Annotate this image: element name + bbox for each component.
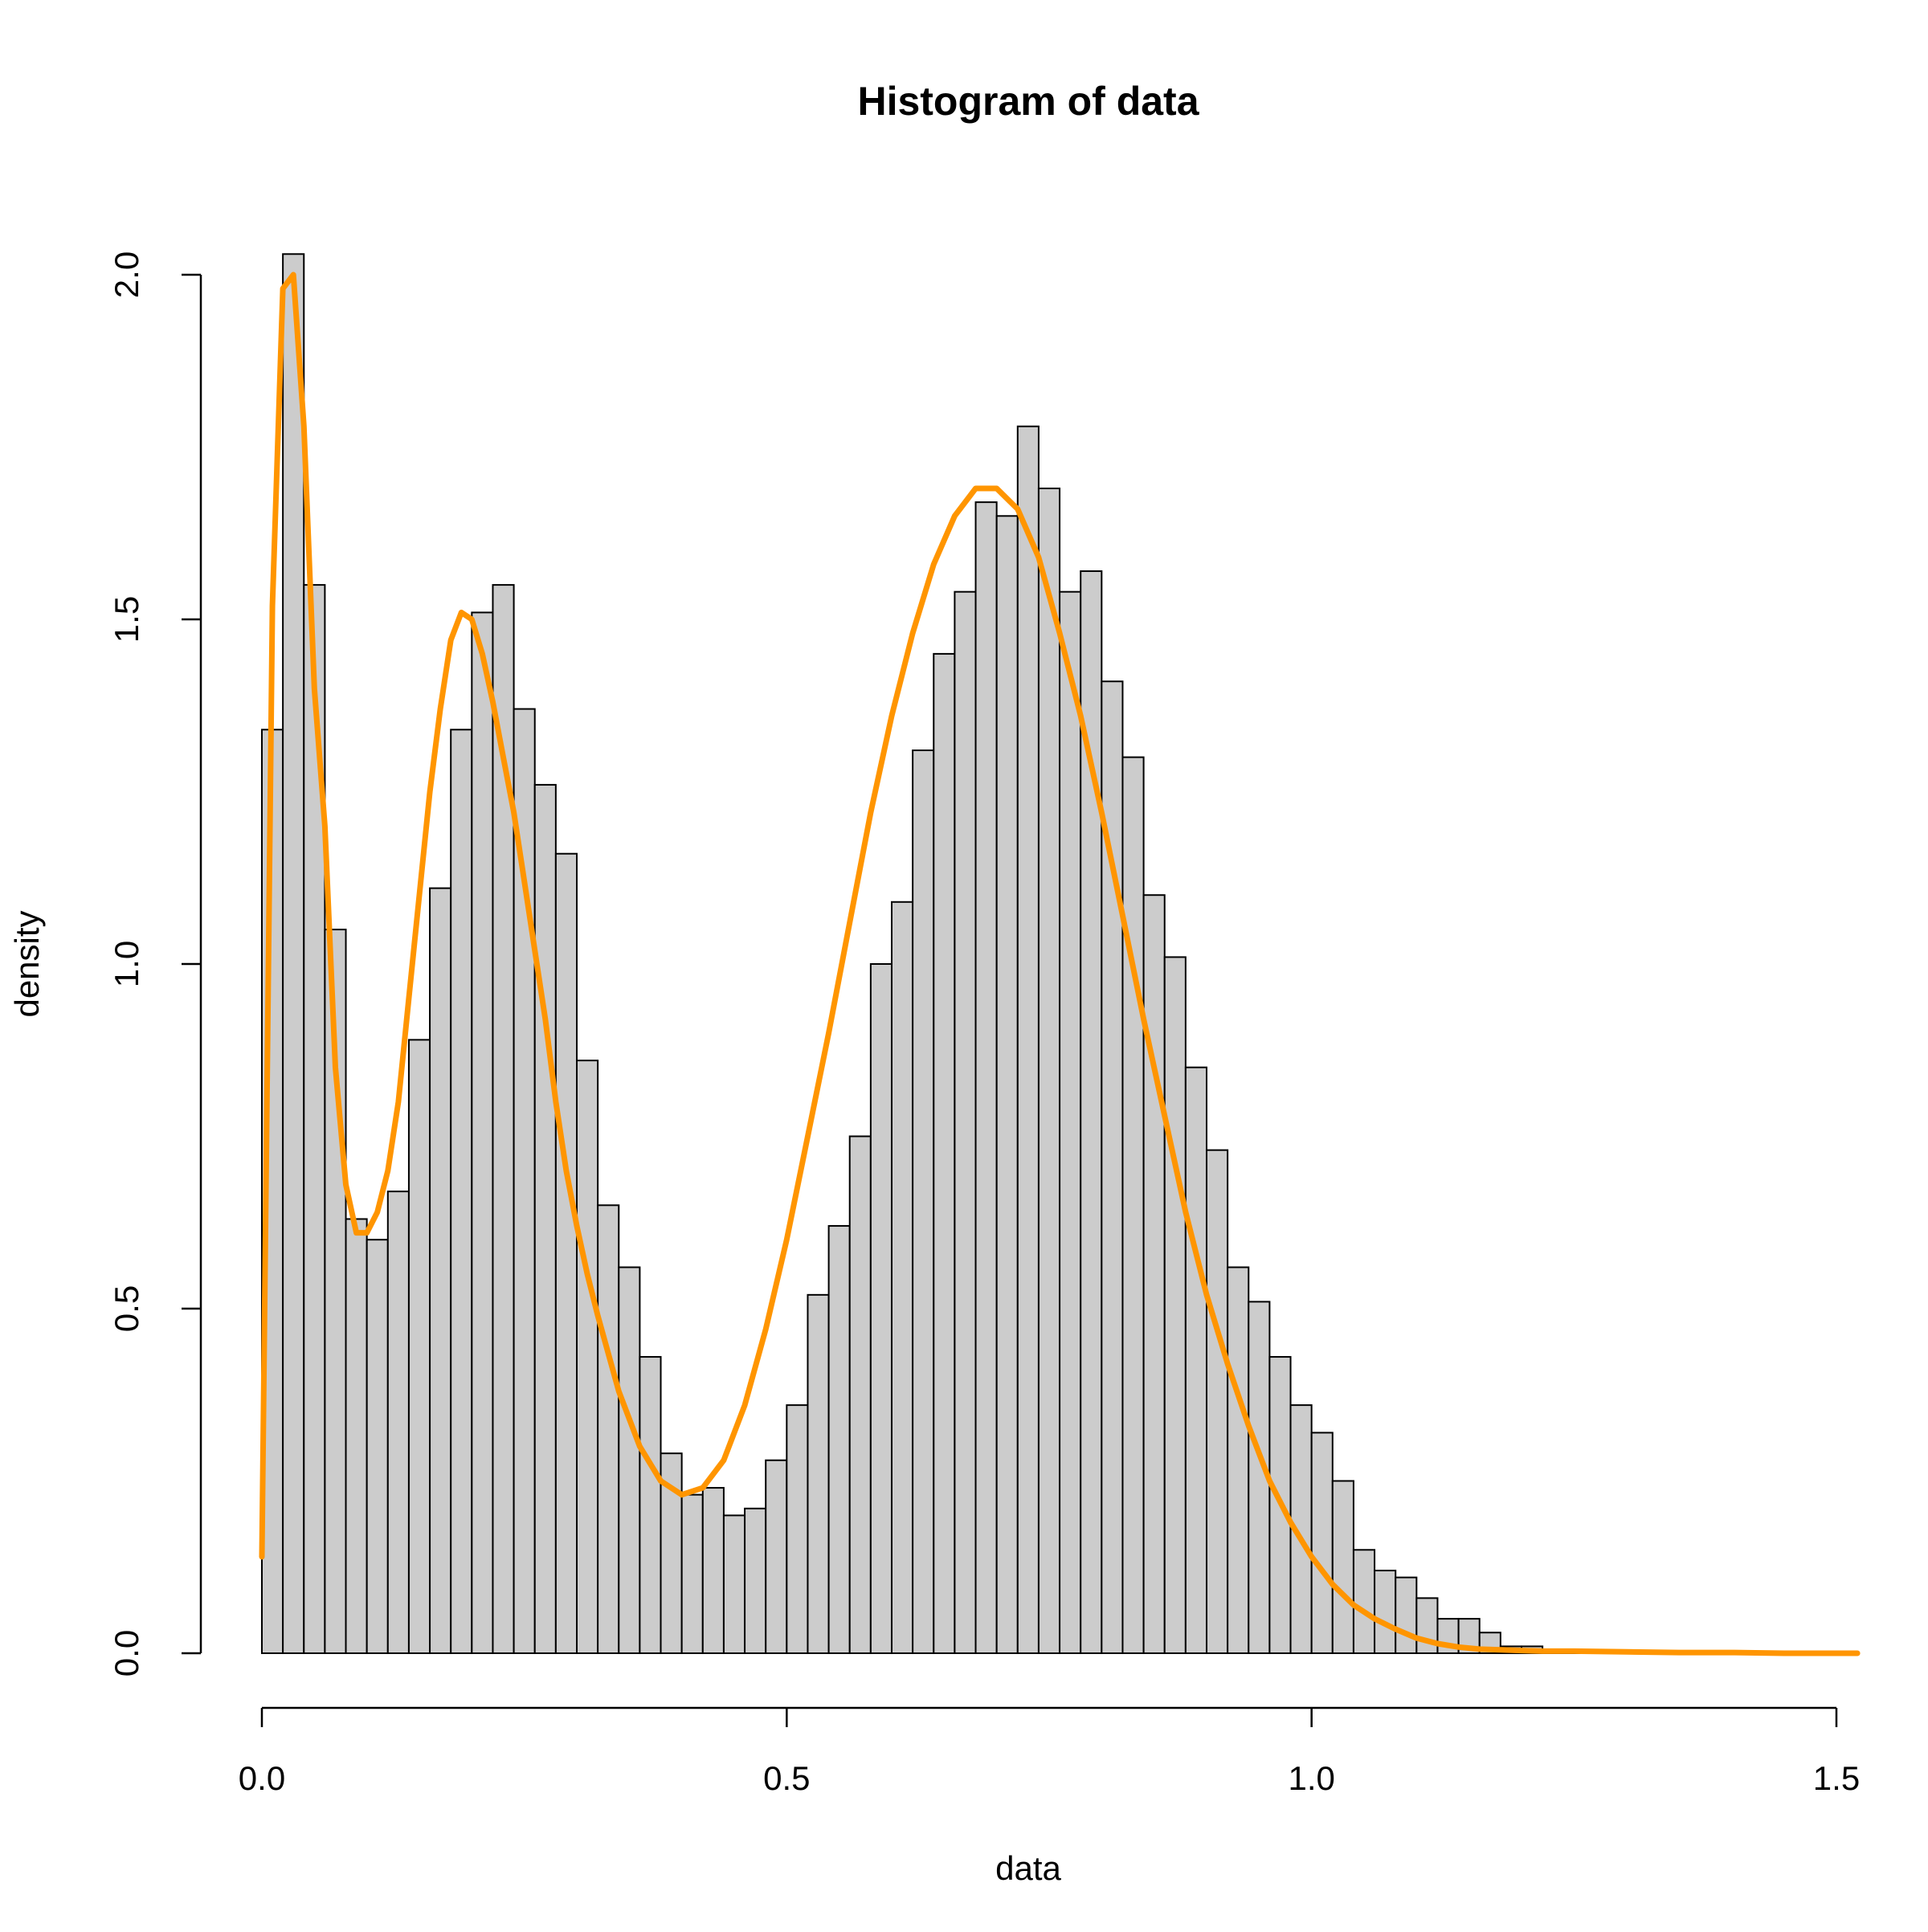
y-tick-label: 0.0 [108, 1630, 145, 1677]
histogram-bar [429, 887, 452, 1654]
x-tick-label: 1.5 [1813, 1759, 1860, 1797]
density-curve-group [259, 272, 1861, 1656]
histogram-bar [827, 1225, 851, 1655]
histogram-bars [261, 253, 1712, 1655]
histogram-bar [533, 783, 557, 1654]
histogram-bar [869, 963, 893, 1654]
histogram-bar [1059, 590, 1082, 1654]
histogram-bar [576, 1060, 599, 1654]
histogram-bar [366, 1239, 389, 1654]
histogram-bar [554, 852, 578, 1654]
histogram-bar [386, 1191, 410, 1654]
chart-title: Histogram of data [857, 79, 1199, 124]
histogram-bar [933, 652, 956, 1654]
histogram-bar [1121, 756, 1145, 1654]
histogram-bar [345, 1218, 368, 1654]
histogram-bar [660, 1452, 683, 1655]
histogram-bar [744, 1507, 767, 1654]
histogram-bar [848, 1135, 872, 1654]
histogram-bar [807, 1293, 830, 1654]
histogram-bar [618, 1266, 641, 1655]
histogram-bar [1227, 1266, 1250, 1655]
y-tick-label: 1.5 [108, 596, 145, 643]
histogram-bar [954, 590, 977, 1654]
histogram-bar [1184, 1066, 1207, 1654]
x-axis: 0.0 0.5 1.0 1.5 [239, 1706, 1860, 1797]
histogram-bar [282, 253, 305, 1654]
x-tick-label: 1.0 [1288, 1759, 1334, 1797]
histogram-bar [303, 584, 326, 1654]
histogram-bar [1163, 956, 1187, 1655]
histogram-bar [701, 1487, 725, 1654]
histogram-bar [471, 611, 494, 1654]
histogram-bar [1142, 894, 1166, 1654]
histogram-bar [1374, 1570, 1397, 1655]
histogram-bar [450, 729, 473, 1654]
histogram-bar [639, 1356, 662, 1655]
x-tick-label: 0.0 [239, 1759, 285, 1797]
x-axis-label: data [995, 1849, 1061, 1887]
histogram-bar [1016, 425, 1040, 1654]
y-tick-label: 0.5 [108, 1285, 145, 1332]
histogram-bar [1331, 1480, 1354, 1654]
histogram-bar [765, 1459, 788, 1655]
density-curve-line [259, 272, 1861, 1656]
y-tick-label: 2.0 [108, 251, 145, 298]
histogram-bar [722, 1514, 746, 1655]
histogram-bar [891, 901, 914, 1654]
histogram-bar [1206, 1149, 1229, 1655]
histogram-bar [912, 750, 935, 1654]
histogram-bar [995, 515, 1019, 1654]
histogram-bar [680, 1493, 704, 1655]
y-axis-label: density [8, 910, 46, 1017]
histogram-bar [974, 501, 998, 1654]
histogram-bar [597, 1204, 620, 1655]
histogram-bar [1352, 1549, 1376, 1655]
y-tick-label: 1.0 [108, 941, 145, 987]
histogram-bar [1310, 1432, 1334, 1654]
histogram-bar [1395, 1576, 1418, 1654]
x-tick-label: 0.5 [763, 1759, 810, 1797]
histogram-bar [407, 1039, 431, 1654]
y-axis: 0.0 0.5 1.0 1.5 2.0 [108, 251, 202, 1677]
histogram-bar [786, 1404, 809, 1654]
histogram-bar [1037, 487, 1061, 1654]
